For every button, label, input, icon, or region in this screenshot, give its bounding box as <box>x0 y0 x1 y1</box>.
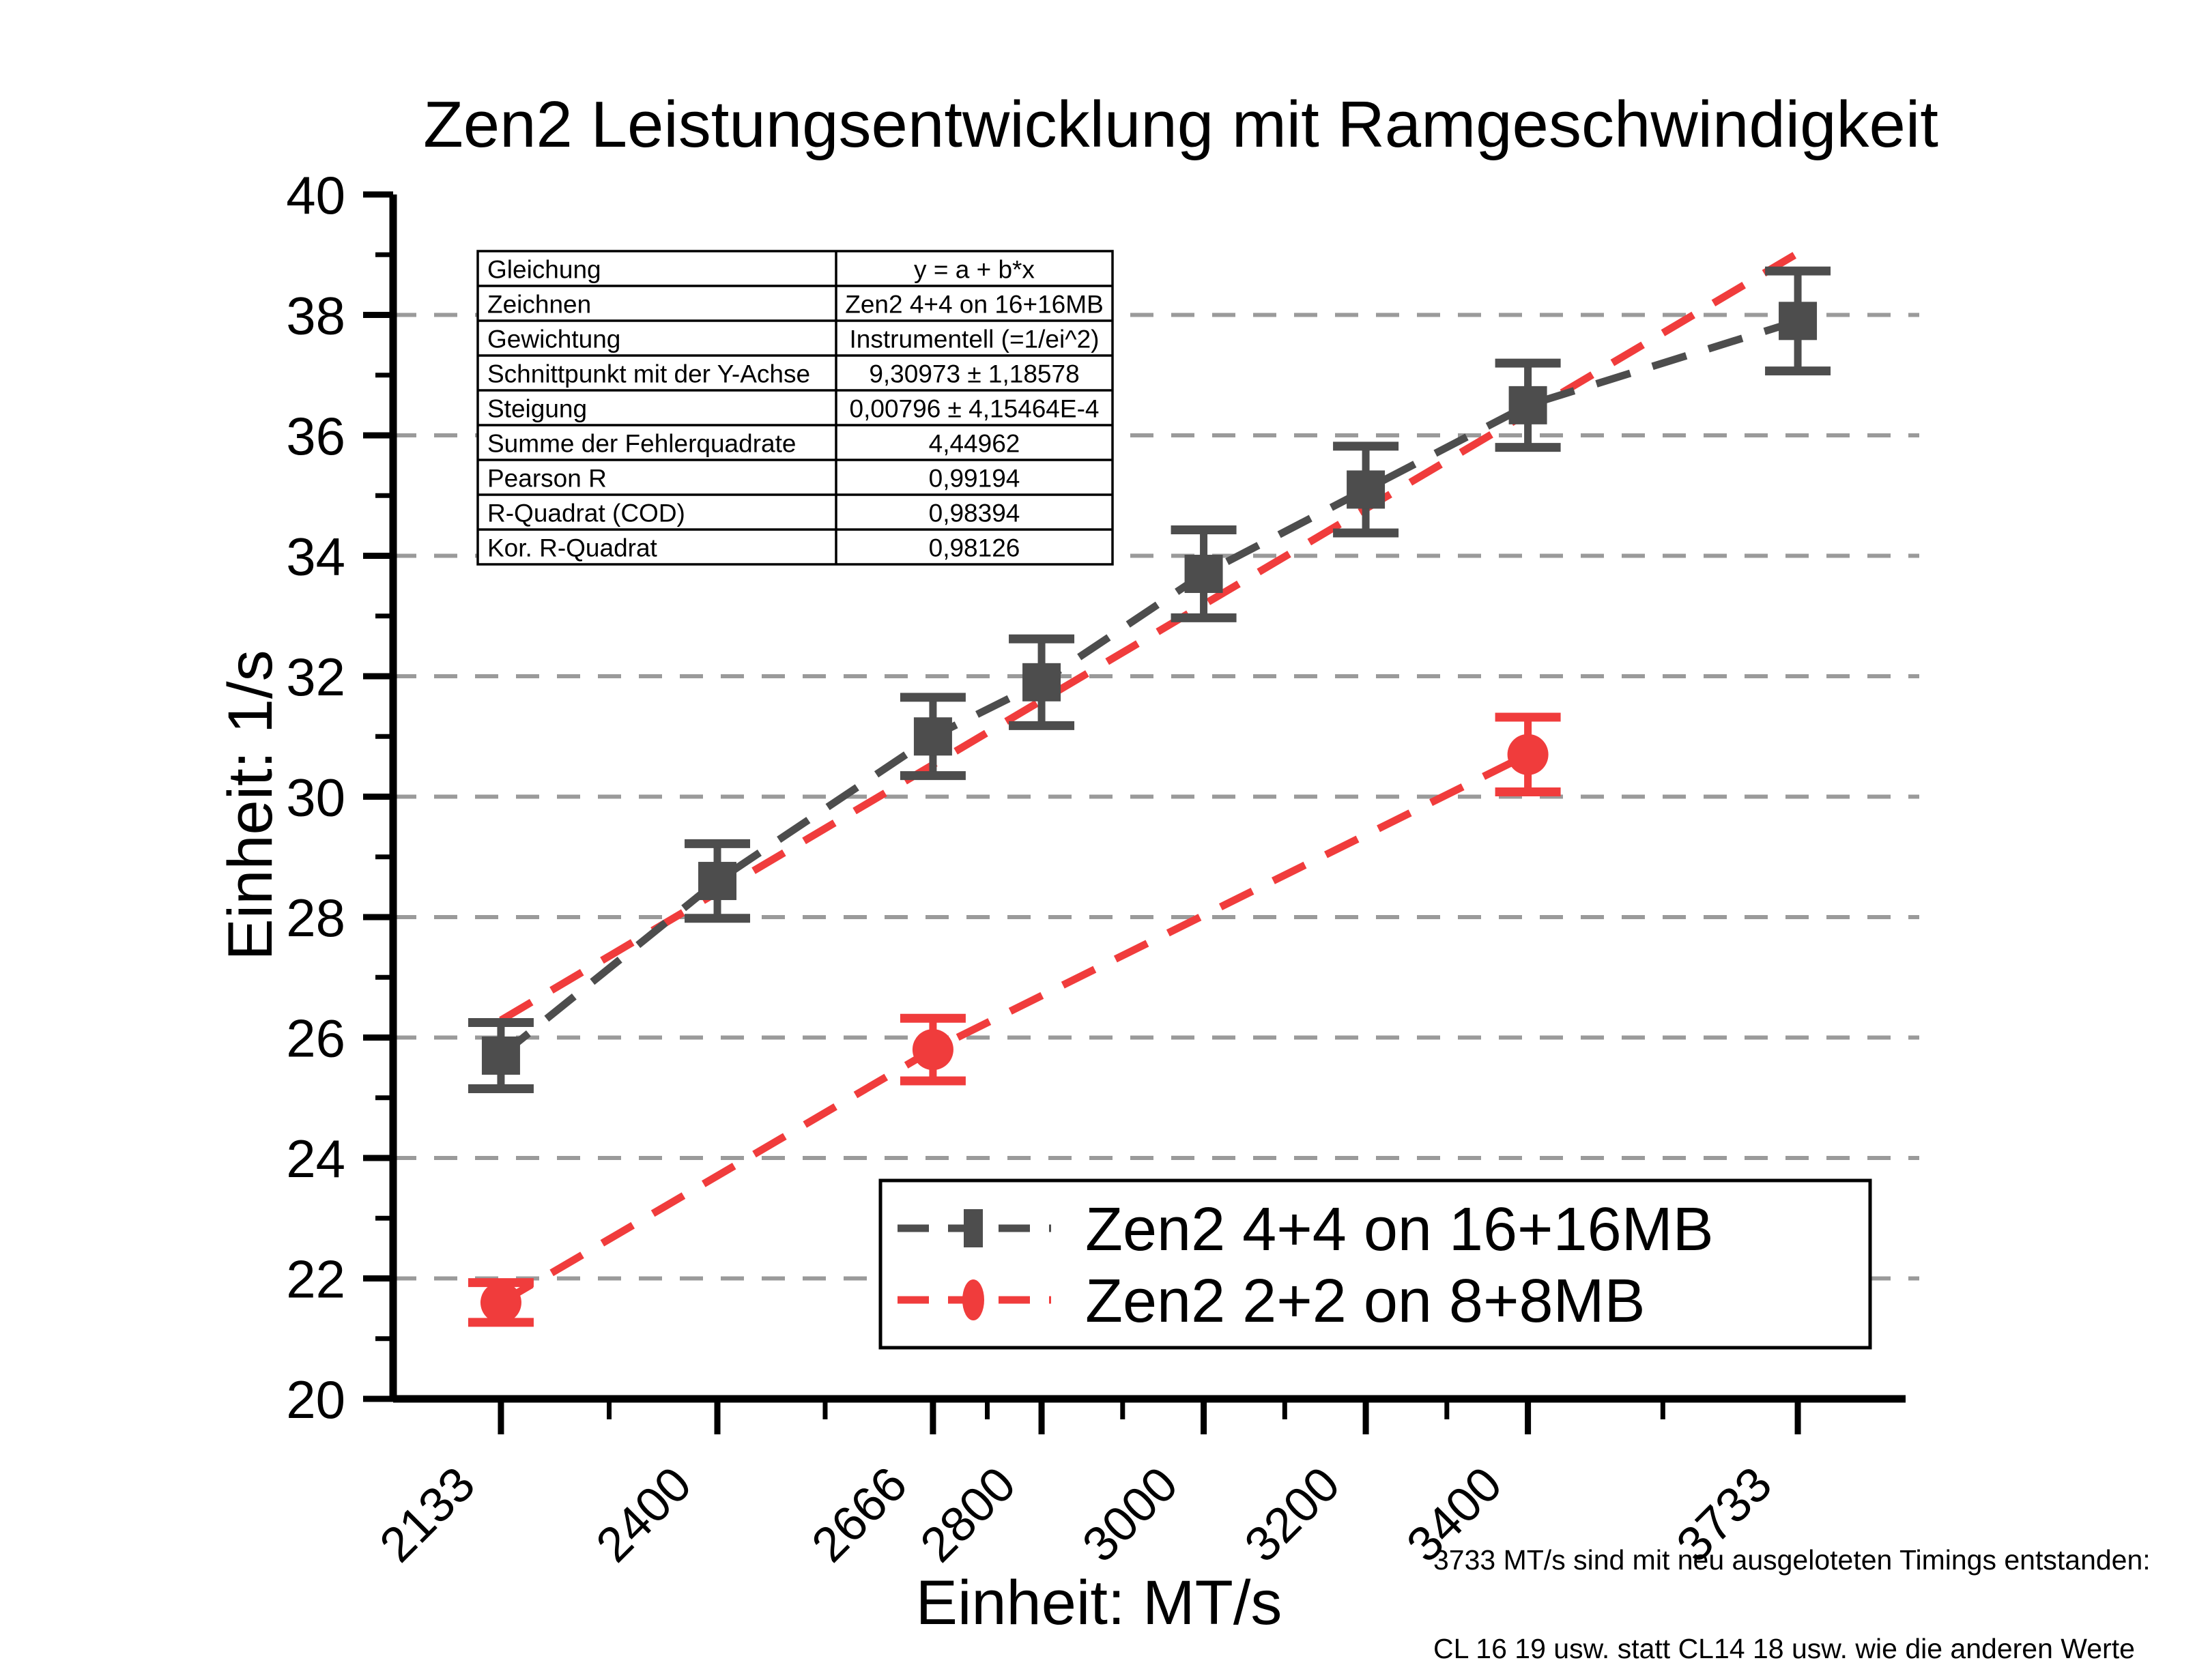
data-point-marker <box>1508 386 1547 424</box>
x-axis-title: Einheit: MT/s <box>916 1568 1282 1638</box>
stats-table-value: y = a + b*x <box>914 256 1035 284</box>
stats-table-label: Gewichtung <box>487 325 620 353</box>
stats-table-background <box>476 250 1114 566</box>
stats-table-value: Zen2 4+4 on 16+16MB <box>845 291 1104 319</box>
y-axis-title: Einheit: 1/s <box>216 650 285 960</box>
data-point-marker <box>481 1036 520 1075</box>
y-tick-label: 40 <box>286 165 345 225</box>
legend-marker-square <box>964 1209 983 1247</box>
series-line-0 <box>498 317 1799 1059</box>
data-markers-group <box>480 302 1818 1323</box>
y-tick-label: 34 <box>286 527 345 587</box>
y-tick-label: 24 <box>286 1129 345 1189</box>
legend-background <box>878 1178 1872 1350</box>
data-point-marker <box>480 1281 521 1323</box>
y-tick-label: 38 <box>286 286 345 346</box>
stats-table-value: 0,98126 <box>929 534 1020 562</box>
stats-table-label: Schnittpunkt mit der Y-Achse <box>487 360 810 388</box>
y-ticks-group <box>363 191 393 1402</box>
y-tick-label: 32 <box>286 647 345 707</box>
stats-table-label: Steigung <box>487 395 587 423</box>
stats-table-label: Summe der Fehlerquadrate <box>487 430 796 458</box>
data-point-marker <box>1184 554 1223 593</box>
stats-table-label: Gleichung <box>487 256 601 284</box>
legend-marker-circle <box>962 1279 984 1320</box>
stats-table-value: 4,44962 <box>929 430 1020 458</box>
x-ticks-group <box>498 1399 1801 1434</box>
note-line-1: 3733 MT/s sind mit neu ausgeloteten Timi… <box>1433 1544 2151 1576</box>
y-tick-label: 26 <box>286 1009 345 1069</box>
stats-table-label: Pearson R <box>487 465 607 493</box>
legend-label: Zen2 4+4 on 16+16MB <box>1085 1196 1714 1264</box>
stats-table-value: Instrumentell (=1/ei^2) <box>850 325 1100 353</box>
stats-table-value: 9,30973 ± 1,18578 <box>869 360 1079 388</box>
data-point-marker <box>913 717 952 756</box>
statistics-table: Gleichung y = a + b*x Zeichnen Zen2 4+4 on … <box>476 250 1114 566</box>
data-point-marker <box>1347 470 1386 509</box>
legend-label: Zen2 2+2 on 8+8MB <box>1085 1267 1646 1335</box>
data-point-marker <box>912 1029 953 1071</box>
stats-table-label: Zeichnen <box>487 291 591 319</box>
y-tick-label: 30 <box>286 768 345 828</box>
legend-entry[interactable]: Zen2 2+2 on 8+8MB <box>898 1267 1646 1335</box>
stats-table-value: 0,99194 <box>929 465 1020 493</box>
y-tick-labels: 20 22 24 26 28 30 32 34 36 38 40 <box>286 165 345 1430</box>
y-tick-label: 22 <box>286 1249 345 1309</box>
data-point-marker <box>698 862 737 901</box>
chart-title: Zen2 Leistungsentwicklung mit Ramgeschwi… <box>423 88 1938 161</box>
y-tick-label: 20 <box>286 1370 345 1430</box>
data-point-marker <box>1507 734 1549 775</box>
legend-entry[interactable]: Zen2 4+4 on 16+16MB <box>898 1196 1714 1264</box>
y-tick-label: 36 <box>286 406 345 466</box>
data-point-marker <box>1779 302 1818 341</box>
note-line-2: CL 16 19 usw. statt CL14 18 usw. wie die… <box>1433 1633 2135 1664</box>
data-point-marker <box>1022 663 1061 701</box>
stats-table-label: R-Quadrat (COD) <box>487 499 685 527</box>
stats-table-value: 0,00796 ± 4,15464E-4 <box>850 395 1100 423</box>
y-tick-label: 28 <box>286 888 345 948</box>
stats-table-value: 0,98394 <box>929 499 1020 527</box>
stats-table-label: Kor. R-Quadrat <box>487 534 658 562</box>
